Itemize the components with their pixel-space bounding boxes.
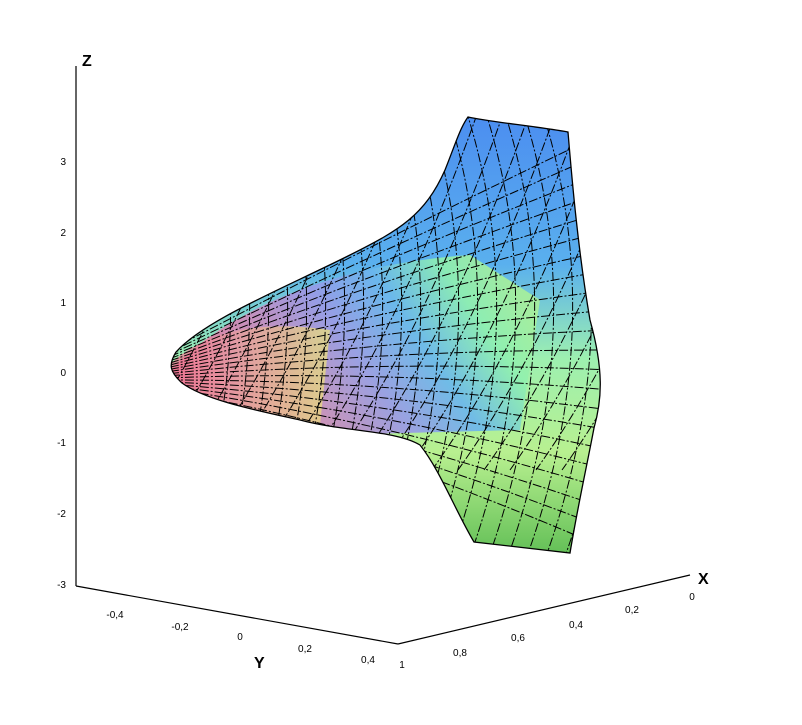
mesh-line — [171, 381, 601, 431]
x-tick-label: 0,8 — [453, 648, 467, 659]
x-tick-label: 0,4 — [569, 620, 583, 631]
mesh-line — [171, 390, 601, 511]
mesh-line — [405, 117, 587, 471]
x-tick-label: 0,2 — [625, 605, 639, 616]
z-tick-label: -1 — [57, 438, 66, 449]
y-tick-label: -0,2 — [171, 622, 189, 633]
mesh-line — [171, 349, 601, 375]
mesh-line — [171, 385, 601, 471]
mesh-line — [509, 117, 601, 471]
mesh-line — [171, 269, 601, 366]
mesh-line — [502, 117, 555, 553]
x-tick-labels: 0 0,2 0,4 0,6 0,8 1 — [399, 592, 695, 671]
y-tick-label: 0,2 — [298, 644, 312, 655]
surface — [170, 100, 794, 554]
mesh-line — [171, 375, 601, 391]
mesh-line — [171, 388, 601, 491]
z-tick-label: -3 — [57, 580, 66, 591]
z-tick-label: 0 — [60, 368, 66, 379]
x-axis-label: X — [698, 571, 709, 588]
mesh-line — [171, 149, 601, 353]
mesh-line — [483, 117, 601, 471]
mesh-line — [614, 100, 794, 470]
mesh-line — [457, 117, 601, 471]
z-tick-label: -2 — [57, 509, 66, 520]
axes — [75, 66, 691, 645]
mesh-line — [171, 229, 601, 362]
y-axis-label: Y — [254, 655, 265, 672]
mesh-line — [171, 309, 601, 370]
mesh-line — [171, 209, 601, 360]
z-tick-label: 1 — [60, 298, 66, 309]
mesh-line — [379, 117, 561, 471]
mesh-line — [171, 379, 601, 411]
mesh-line — [445, 117, 498, 553]
x-tick-label: 1 — [399, 660, 405, 671]
mesh-line — [353, 117, 535, 471]
y-tick-label: 0,4 — [361, 655, 375, 666]
z-tick-label: 2 — [60, 228, 66, 239]
y-axis-line — [75, 585, 399, 645]
mesh-line — [171, 169, 601, 355]
mesh-line — [171, 329, 601, 372]
mesh-line — [561, 117, 601, 471]
mesh-line — [171, 189, 601, 357]
x-axis-line — [397, 574, 691, 645]
mesh-line — [535, 117, 601, 471]
mesh-line — [171, 383, 601, 451]
mesh-line — [587, 117, 601, 471]
mesh-line — [483, 117, 536, 553]
y-tick-label: 0 — [237, 632, 243, 643]
mesh-line — [426, 117, 479, 553]
x-tick-label: 0,6 — [511, 633, 525, 644]
y-tick-labels: -0,4 -0,2 0 0,2 0,4 — [106, 610, 375, 666]
mesh-line — [171, 129, 601, 351]
z-tick-label: 3 — [60, 157, 66, 168]
z-tick-labels: 3 2 1 0 -1 -2 -3 — [57, 157, 66, 591]
z-axis-label: Z — [82, 53, 92, 70]
y-tick-label: -0,4 — [106, 610, 124, 621]
x-tick-label: 0 — [689, 592, 695, 603]
mesh-line — [521, 117, 574, 553]
mesh-line — [464, 117, 517, 553]
surface-outline — [170, 116, 601, 554]
